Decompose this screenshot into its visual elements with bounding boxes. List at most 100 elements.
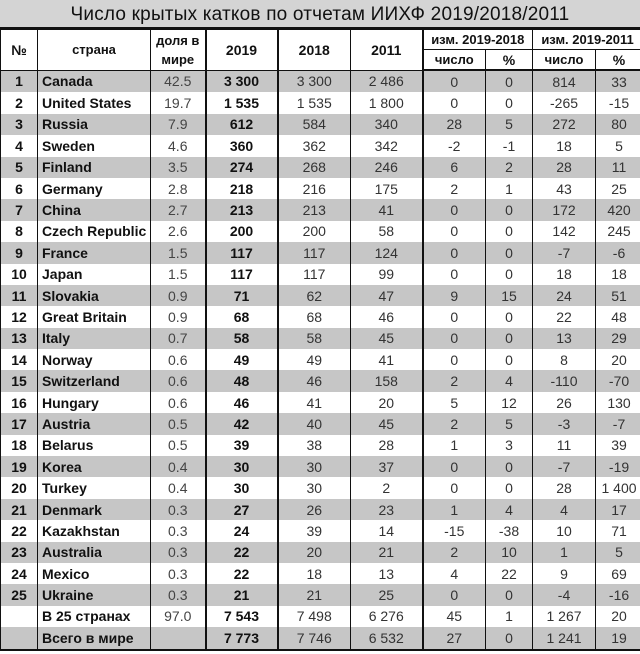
cell-no: 9 — [0, 242, 38, 264]
table-row: 21 Denmark 0.3 27 26 23 1 4 4 17 — [0, 498, 640, 521]
table-row: В 25 странах 97.0 7 543 7 498 6 276 45 1… — [0, 605, 640, 628]
cell-2018: 216 — [276, 177, 351, 200]
cell-change-2018-number: 0 — [421, 456, 486, 478]
cell-2019: 46 — [204, 391, 278, 414]
cell-2011: 58 — [350, 220, 423, 243]
header-percent-2018: % — [484, 49, 534, 71]
cell-country: Turkey — [37, 477, 151, 499]
cell-2018: 30 — [276, 477, 351, 499]
table-row: Всего в мире 7 773 7 746 6 532 27 0 1 24… — [0, 627, 640, 651]
cell-country: Switzerland — [37, 370, 151, 392]
cell-change-2018-percent: 0 — [484, 199, 534, 221]
cell-country: Sweden — [37, 135, 151, 157]
cell-change-2018-percent: 0 — [484, 627, 534, 651]
cell-no: 2 — [0, 92, 38, 114]
cell-2018: 117 — [276, 263, 351, 285]
cell-2011: 13 — [350, 562, 423, 585]
header-share: доля в мире — [150, 29, 206, 71]
cell-change-2011-percent: -70 — [595, 370, 640, 392]
cell-no: 22 — [0, 520, 38, 542]
cell-change-2011-percent: 5 — [595, 541, 640, 563]
cell-change-2018-percent: 0 — [484, 584, 534, 606]
cell-change-2018-number: 0 — [421, 70, 486, 93]
cell-2011: 28 — [350, 434, 423, 457]
cell-no: 15 — [0, 370, 38, 392]
cell-country: Russia — [37, 113, 151, 136]
cell-change-2011-number: 24 — [532, 284, 597, 307]
header-change-2019-2018: изм. 2019-2018 — [421, 29, 534, 50]
cell-2018: 117 — [276, 242, 351, 264]
cell-change-2018-percent: 0 — [484, 349, 534, 371]
cell-2019: 218 — [204, 177, 278, 200]
cell-country: Kazakhstan — [37, 520, 151, 542]
cell-2011: 99 — [350, 263, 423, 285]
cell-change-2011-number: 8 — [532, 349, 597, 371]
cell-change-2011-percent: 19 — [595, 627, 640, 651]
cell-change-2018-percent: 5 — [484, 413, 534, 435]
cell-change-2011-number: -7 — [532, 242, 597, 264]
cell-change-2011-number: 43 — [532, 177, 597, 200]
cell-no: 19 — [0, 456, 38, 478]
table-row: 10 Japan 1.5 117 117 99 0 0 18 18 — [0, 263, 640, 285]
cell-change-2018-percent: 5 — [484, 113, 534, 136]
cell-2011: 47 — [350, 284, 423, 307]
cell-2018: 3 300 — [276, 70, 351, 93]
cell-2011: 45 — [350, 327, 423, 350]
cell-change-2011-percent: 80 — [595, 113, 640, 136]
cell-share: 0.9 — [150, 306, 206, 328]
cell-2019: 30 — [204, 456, 278, 478]
table-row: 9 France 1.5 117 117 124 0 0 -7 -6 — [0, 242, 640, 264]
cell-change-2018-percent: 1 — [484, 605, 534, 628]
cell-share: 0.5 — [150, 413, 206, 435]
cell-country: United States — [37, 92, 151, 114]
cell-change-2018-percent: 2 — [484, 156, 534, 178]
cell-country: Finland — [37, 156, 151, 178]
cell-change-2018-percent: 4 — [484, 370, 534, 392]
cell-change-2011-percent: -7 — [595, 413, 640, 435]
cell-change-2018-number: 9 — [421, 284, 486, 307]
cell-no: 24 — [0, 562, 38, 585]
cell-2018: 38 — [276, 434, 351, 457]
cell-country: China — [37, 199, 151, 221]
cell-change-2018-number: 0 — [421, 242, 486, 264]
table-row: 22 Kazakhstan 0.3 24 39 14 -15 -38 10 71 — [0, 520, 640, 542]
table-row: 6 Germany 2.8 218 216 175 2 1 43 25 — [0, 177, 640, 200]
cell-no: 7 — [0, 199, 38, 221]
table-row: 25 Ukraine 0.3 21 21 25 0 0 -4 -16 — [0, 584, 640, 606]
cell-change-2018-percent: 1 — [484, 177, 534, 200]
cell-2019: 27 — [204, 498, 278, 521]
cell-change-2018-percent: 0 — [484, 220, 534, 243]
table-row: 13 Italy 0.7 58 58 45 0 0 13 29 — [0, 327, 640, 350]
cell-2019: 68 — [204, 306, 278, 328]
cell-2018: 7 498 — [276, 605, 351, 628]
cell-2011: 175 — [350, 177, 423, 200]
cell-2018: 26 — [276, 498, 351, 521]
cell-2018: 21 — [276, 584, 351, 606]
cell-change-2011-percent: -15 — [595, 92, 640, 114]
cell-change-2018-number: 2 — [421, 370, 486, 392]
cell-no: 12 — [0, 306, 38, 328]
table-row: 16 Hungary 0.6 46 41 20 5 12 26 130 — [0, 391, 640, 414]
cell-share: 0.3 — [150, 520, 206, 542]
cell-change-2011-percent: -19 — [595, 456, 640, 478]
cell-change-2011-number: -7 — [532, 456, 597, 478]
header-2019: 2019 — [204, 29, 278, 71]
cell-country: Hungary — [37, 391, 151, 414]
cell-change-2018-percent: 0 — [484, 477, 534, 499]
cell-share: 1.5 — [150, 242, 206, 264]
cell-share: 0.3 — [150, 498, 206, 521]
cell-change-2011-number: 11 — [532, 434, 597, 457]
cell-change-2018-number: 5 — [421, 391, 486, 414]
cell-change-2018-number: 6 — [421, 156, 486, 178]
cell-2019: 24 — [204, 520, 278, 542]
cell-country: Slovakia — [37, 284, 151, 307]
cell-change-2011-number: 18 — [532, 263, 597, 285]
cell-2018: 362 — [276, 135, 351, 157]
cell-change-2011-number: 1 — [532, 541, 597, 563]
cell-change-2011-number: 26 — [532, 391, 597, 414]
cell-2011: 340 — [350, 113, 423, 136]
cell-share: 2.6 — [150, 220, 206, 243]
cell-no: 6 — [0, 177, 38, 200]
table-row: 5 Finland 3.5 274 268 246 6 2 28 11 — [0, 156, 640, 178]
cell-2011: 23 — [350, 498, 423, 521]
